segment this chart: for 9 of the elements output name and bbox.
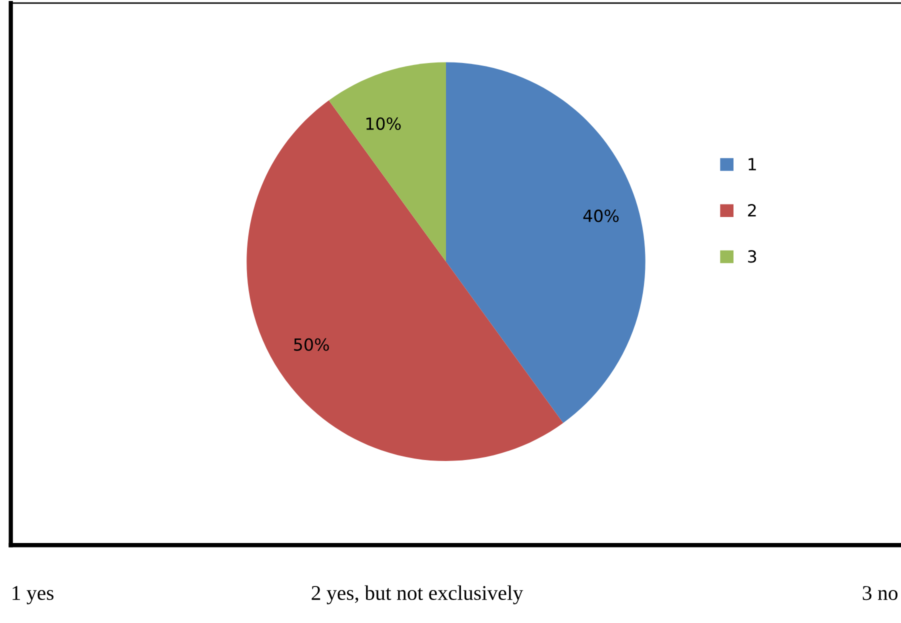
legend-label: 2 [748, 204, 756, 216]
text: 2 yes, but not exclusively [312, 585, 524, 604]
legend-label: 1 [748, 158, 756, 170]
text: 3 no [862, 586, 898, 600]
text: 1 yes [12, 586, 54, 604]
data-label: 50% [294, 338, 329, 351]
data-label: 40% [583, 210, 619, 222]
legend-label: 3 [748, 250, 756, 263]
data-label: 10% [366, 117, 401, 130]
